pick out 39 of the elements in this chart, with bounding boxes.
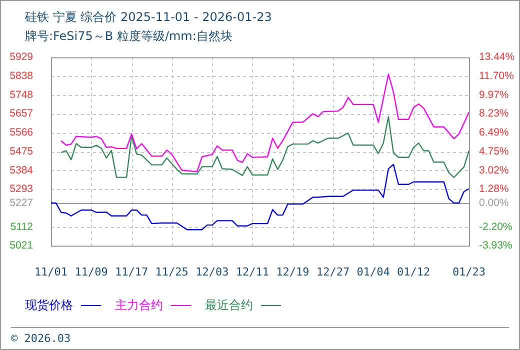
x-tick-label: 01/23: [452, 265, 486, 278]
x-tick-label: 11/09: [74, 265, 108, 278]
y2-tick-label: 8.23%: [479, 108, 509, 120]
legend-label: 现货价格: [25, 297, 73, 314]
y2-tick-label: 13.44%: [479, 51, 515, 64]
chart-subtitle: 牌号:FeSi75～B 粒度等级/mm:自然块: [25, 28, 232, 45]
y-tick-label: 5475: [10, 145, 34, 158]
y2-tick-label: 6.49%: [479, 126, 509, 139]
y2-tick-label: -3.93%: [479, 240, 512, 252]
y-tick-label: 5657: [10, 108, 34, 120]
y-tick-label: 5384: [10, 164, 34, 176]
y-tick-label: 5748: [10, 88, 34, 101]
y-tick-label: 5566: [10, 126, 34, 139]
y-tick-label: 5929: [10, 51, 34, 64]
x-tick-label: 12/27: [316, 265, 350, 278]
chart-title: 硅铁 宁夏 综合价 2025-11-01 - 2026-01-23: [25, 9, 272, 26]
legend-label: 最近合约: [205, 297, 253, 314]
y2-tick-label: -2.20%: [479, 220, 512, 233]
y2-tick-label: 3.02%: [479, 164, 509, 176]
y-tick-label: 5293: [10, 183, 34, 196]
y-tick-label: 5227: [10, 196, 34, 209]
x-tick-label: 12/19: [276, 265, 310, 278]
x-tick-label: 11/01: [34, 265, 68, 278]
legend-label: 主力合约: [115, 297, 163, 314]
y-tick-label: 5021: [10, 240, 34, 252]
x-tick-label: 12/11: [236, 265, 270, 278]
y2-tick-label: 0.00%: [479, 197, 509, 210]
y2-tick-label: 9.97%: [479, 88, 509, 101]
y-tick-label: 5112: [10, 220, 34, 233]
y2-tick-label: 4.75%: [479, 145, 509, 158]
y2-tick-label: 1.28%: [479, 183, 509, 196]
x-tick-label: 12/03: [196, 265, 229, 278]
text: © 2026.03: [11, 327, 509, 345]
x-tick-label: 01/12: [397, 265, 430, 278]
x-tick-label: 01/04: [356, 265, 390, 278]
y2-tick-label: 11.70%: [479, 70, 514, 82]
x-tick-label: 11/17: [115, 265, 148, 278]
y-tick-label: 5838: [10, 70, 34, 82]
x-tick-label: 11/25: [155, 265, 188, 278]
